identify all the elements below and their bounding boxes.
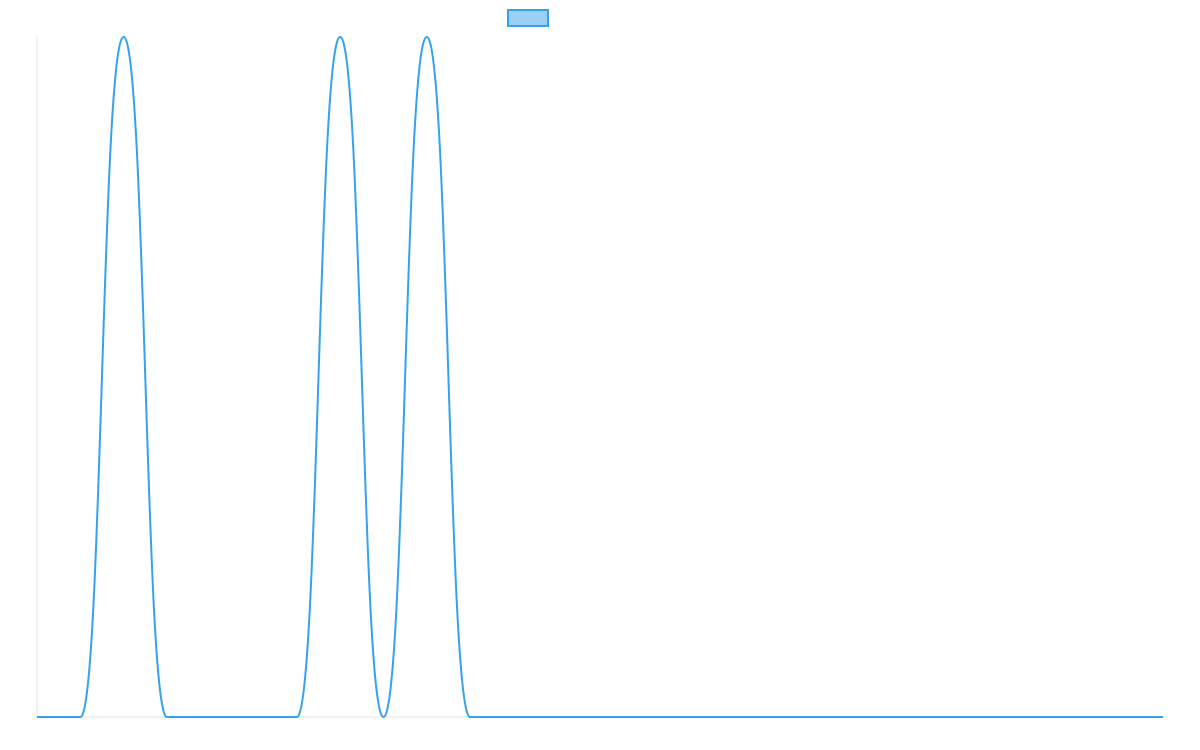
- axes-layer: [36, 37, 1163, 718]
- legend[interactable]: [507, 9, 549, 27]
- series-line: [36, 36, 1163, 719]
- series-layer: [36, 36, 1163, 719]
- legend-swatch[interactable]: [507, 9, 549, 27]
